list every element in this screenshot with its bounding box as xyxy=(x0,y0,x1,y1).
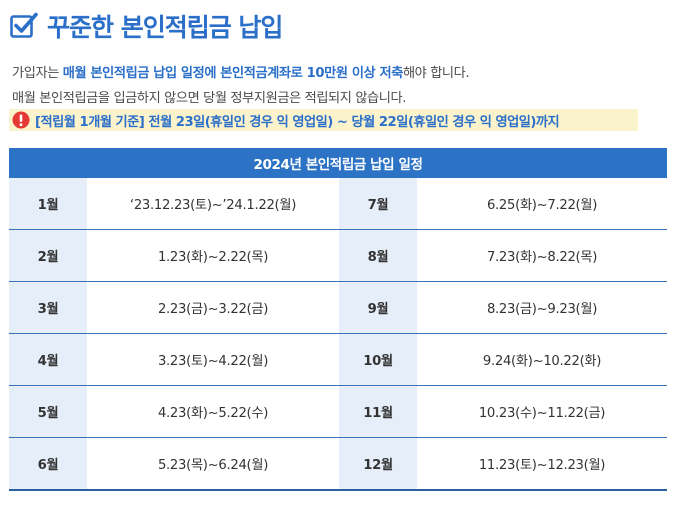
table-row: 2월 1.23(화)~2.22(목) 8월 7.23(화)~8.22(목) xyxy=(9,229,668,282)
alert-icon xyxy=(12,111,30,129)
table-row: 4월 3.23(토)~4.22(월) 10월 9.24(화)~10.22(화) xyxy=(9,333,668,386)
month-cell: 11월 xyxy=(339,385,417,438)
description-line-2: 매월 본인적립금을 입금하지 않으면 당월 정부지원금은 적립되지 않습니다. xyxy=(12,91,407,106)
table-row: 1월 ‘23.12.23(토)~’24.1.22(월) 7월 6.25(화)~7… xyxy=(9,178,668,230)
period-cell: 3.23(토)~4.22(월) xyxy=(87,333,339,386)
month-cell: 12월 xyxy=(339,437,417,491)
payment-schedule-table: 2024년 본인적립금 납입 일정 1월 ‘23.12.23(토)~’24.1.… xyxy=(9,148,668,491)
month-cell: 8월 xyxy=(339,229,417,282)
month-cell: 5월 xyxy=(9,385,87,438)
month-cell: 10월 xyxy=(339,333,417,386)
notice-banner: [적립월 1개월 기준] 전월 23일(휴일인 경우 익 영업일) ~ 당월 2… xyxy=(9,109,638,131)
description-highlight: 매월 본인적립금 납입 일정에 본인적금계좌로 10만원 이상 저축 xyxy=(62,66,404,81)
period-cell: 2.23(금)~3.22(금) xyxy=(87,281,339,334)
checkbox-checked-icon xyxy=(10,12,38,38)
month-cell: 3월 xyxy=(9,281,87,334)
period-cell: 8.23(금)~9.23(월) xyxy=(417,281,668,334)
table-title: 2024년 본인적립금 납입 일정 xyxy=(9,148,668,178)
table-row: 6월 5.23(목)~6.24(월) 12월 11.23(토)~12.23(월) xyxy=(9,437,668,491)
month-cell: 2월 xyxy=(9,229,87,282)
table-row: 3월 2.23(금)~3.22(금) 9월 8.23(금)~9.23(월) xyxy=(9,281,668,334)
period-cell: 10.23(수)~11.22(금) xyxy=(417,385,668,438)
month-cell: 6월 xyxy=(9,437,87,491)
description-line-1: 가입자는 매월 본인적립금 납입 일정에 본인적금계좌로 10만원 이상 저축해… xyxy=(12,62,470,81)
period-cell: 7.23(화)~8.22(목) xyxy=(417,229,668,282)
table-row: 5월 4.23(화)~5.22(수) 11월 10.23(수)~11.22(금) xyxy=(9,385,668,438)
month-cell: 7월 xyxy=(339,178,417,230)
period-cell: 9.24(화)~10.22(화) xyxy=(417,333,668,386)
description-prefix: 가입자는 xyxy=(12,66,63,81)
month-cell: 9월 xyxy=(339,281,417,334)
period-cell: ‘23.12.23(토)~’24.1.22(월) xyxy=(87,178,339,230)
period-cell: 11.23(토)~12.23(월) xyxy=(417,437,668,491)
month-cell: 4월 xyxy=(9,333,87,386)
page-title: 꾸준한 본인적립금 납입 xyxy=(47,13,283,42)
description-suffix: 해야 합니다. xyxy=(402,66,470,81)
period-cell: 4.23(화)~5.22(수) xyxy=(87,385,339,438)
title-row: 꾸준한 본인적립금 납입 xyxy=(9,9,283,43)
period-cell: 6.25(화)~7.22(월) xyxy=(417,178,668,230)
notice-text: [적립월 1개월 기준] 전월 23일(휴일인 경우 익 영업일) ~ 당월 2… xyxy=(35,114,560,130)
period-cell: 5.23(목)~6.24(월) xyxy=(87,437,339,491)
period-cell: 1.23(화)~2.22(목) xyxy=(87,229,339,282)
month-cell: 1월 xyxy=(9,178,87,230)
